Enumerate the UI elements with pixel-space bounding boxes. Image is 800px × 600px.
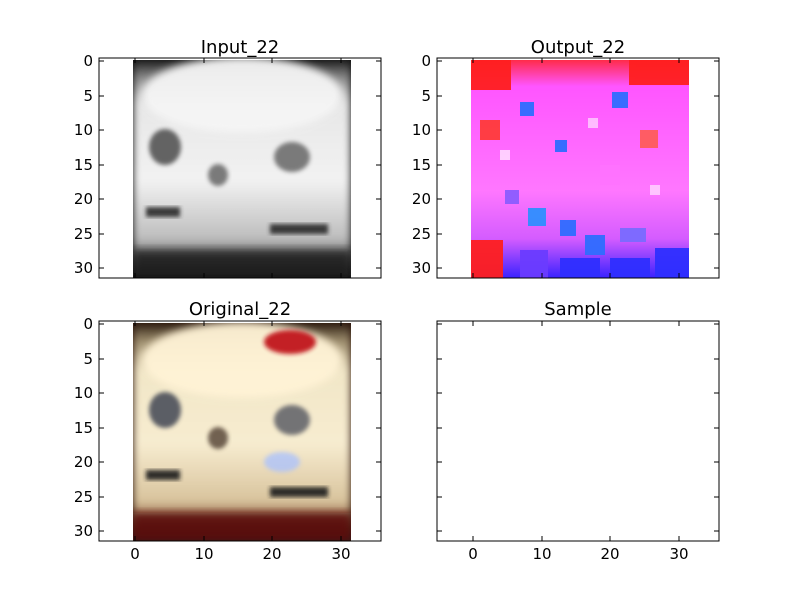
x-tick-label: 0	[130, 545, 140, 563]
y-tick-label: 0	[421, 52, 431, 70]
x-ticks-sample: 0 10 20 30	[468, 321, 689, 563]
axes-frame-original	[98, 320, 382, 542]
axes-frame-input	[98, 57, 382, 279]
panel-sample: Sample 0 10 20 30	[436, 299, 720, 563]
y-tick-label: 5	[83, 350, 93, 368]
axes-frame-sample	[436, 320, 720, 542]
y-ticks-sample	[437, 323, 719, 532]
y-tick-label: 10	[412, 121, 431, 139]
panel-output: Output_22	[412, 37, 720, 279]
x-tick-label: 20	[262, 545, 281, 563]
y-tick-label: 0	[83, 315, 93, 333]
panel-original: Original_22 0 5 10 15	[74, 299, 382, 563]
y-tick-label: 10	[74, 121, 93, 139]
panel-title-sample: Sample	[544, 299, 612, 320]
x-tick-label: 0	[468, 545, 478, 563]
input-image	[133, 60, 351, 278]
panel-title-output: Output_22	[531, 37, 625, 58]
y-tick-label: 5	[421, 87, 431, 105]
x-tick-label: 10	[532, 545, 551, 563]
output-image	[471, 60, 689, 278]
panel-title-original: Original_22	[189, 299, 291, 320]
axes-frame-output	[436, 57, 720, 279]
x-ticks-original: 0 10 20 30	[130, 321, 351, 563]
y-tick-label: 30	[74, 259, 93, 277]
y-tick-label: 15	[74, 419, 93, 437]
x-ticks-output	[472, 58, 680, 278]
panel-input: Input_22 0 5 10 15 20 25	[74, 37, 382, 279]
y-tick-label: 15	[412, 156, 431, 174]
y-tick-label: 20	[412, 190, 431, 208]
y-tick-label: 0	[83, 52, 93, 70]
x-tick-label: 30	[331, 545, 350, 563]
x-tick-label: 30	[669, 545, 688, 563]
y-tick-label: 20	[74, 453, 93, 471]
y-tick-label: 30	[74, 522, 93, 540]
x-ticks-input	[134, 58, 342, 278]
y-tick-label: 25	[74, 225, 93, 243]
original-image	[133, 323, 351, 541]
sample-empty-area	[437, 321, 719, 541]
y-ticks-original: 0 5 10 15 20 25 30	[74, 315, 381, 540]
y-tick-label: 5	[83, 87, 93, 105]
y-tick-label: 20	[74, 190, 93, 208]
y-tick-label: 25	[412, 225, 431, 243]
panel-title-input: Input_22	[201, 37, 280, 58]
y-tick-label: 10	[74, 384, 93, 402]
y-tick-label: 25	[74, 488, 93, 506]
y-ticks-input: 0 5 10 15 20 25 30	[74, 52, 381, 277]
y-tick-label: 30	[412, 259, 431, 277]
y-ticks-output: 0 5 10 15 20 25 30	[412, 52, 719, 277]
x-tick-label: 20	[600, 545, 619, 563]
y-tick-label: 15	[74, 156, 93, 174]
x-tick-label: 10	[194, 545, 213, 563]
